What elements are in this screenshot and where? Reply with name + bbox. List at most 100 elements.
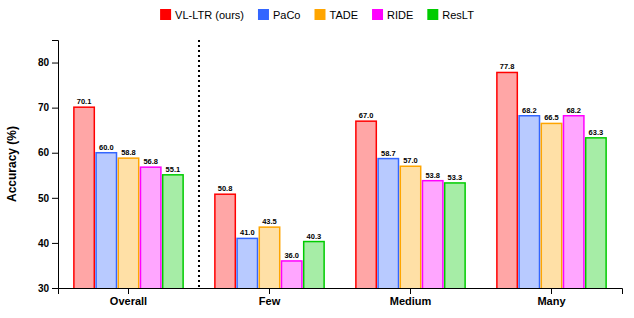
bar bbox=[140, 167, 160, 288]
data-label: 50.8 bbox=[218, 184, 233, 193]
data-label: 56.8 bbox=[143, 157, 158, 166]
x-tick: Many bbox=[537, 288, 566, 307]
legend-item: VL-LTR (ours) bbox=[160, 9, 244, 21]
bar bbox=[586, 138, 606, 288]
x-tick: Few bbox=[259, 288, 281, 307]
x-tick-label: Overall bbox=[110, 295, 147, 307]
y-tick-mark bbox=[52, 198, 58, 199]
legend-swatch bbox=[160, 9, 171, 20]
x-tick-label: Medium bbox=[390, 295, 432, 307]
data-label: 53.3 bbox=[448, 173, 463, 182]
bar bbox=[400, 166, 420, 288]
bar bbox=[96, 153, 116, 288]
y-tick: 50 bbox=[38, 193, 58, 204]
data-label: 36.0 bbox=[284, 251, 299, 260]
legend-item: PaCo bbox=[258, 9, 301, 21]
x-axis-line bbox=[59, 289, 623, 295]
bar bbox=[422, 181, 442, 288]
y-tick-mark bbox=[52, 108, 58, 109]
plot: 30 40 50 60 70 80 Overall Few Medium Many Accuracy… bbox=[5, 40, 623, 318]
y-tick-mark bbox=[52, 63, 58, 64]
y-axis: 30 40 50 60 70 80 bbox=[38, 41, 59, 294]
data-label: 43.5 bbox=[262, 217, 277, 226]
y-tick-label: 70 bbox=[38, 102, 50, 113]
bar-series bbox=[163, 138, 606, 288]
y-tick-label: 60 bbox=[38, 147, 50, 158]
y-tick-mark bbox=[52, 153, 58, 154]
bar bbox=[563, 116, 583, 288]
legend-item: RIDE bbox=[372, 9, 413, 21]
y-tick-label: 50 bbox=[38, 193, 50, 204]
bar bbox=[378, 159, 398, 288]
bar bbox=[237, 238, 257, 288]
legend-swatch bbox=[315, 9, 326, 20]
y-tick-label: 40 bbox=[38, 238, 50, 249]
bar-series bbox=[96, 116, 539, 288]
x-tick-mark bbox=[551, 288, 552, 294]
bar bbox=[519, 116, 539, 288]
y-tick: 70 bbox=[38, 102, 58, 113]
data-label: 58.8 bbox=[121, 148, 136, 157]
bar bbox=[215, 194, 235, 288]
y-tick: 40 bbox=[38, 238, 58, 249]
legend-item: TADE bbox=[315, 9, 359, 21]
data-label: 70.1 bbox=[77, 97, 92, 106]
data-label: 55.1 bbox=[166, 165, 181, 174]
legend-label: TADE bbox=[330, 9, 359, 21]
data-labels: 70.1 50.8 67.0 77.8 60.0 41.0 58.7 68.2 58.8 43.5… bbox=[77, 62, 603, 259]
chart: 30 40 50 60 70 80 Overall Few Medium Many Accuracy… bbox=[0, 0, 634, 318]
legend-label: ResLT bbox=[442, 9, 474, 21]
data-label: 66.5 bbox=[544, 113, 559, 122]
x-tick: Overall bbox=[110, 288, 147, 307]
y-axis-title: Accuracy (%) bbox=[5, 126, 19, 202]
data-label: 60.0 bbox=[99, 143, 114, 152]
bar bbox=[281, 261, 301, 288]
legend-label: RIDE bbox=[387, 9, 413, 21]
x-tick: Medium bbox=[390, 288, 432, 307]
y-tick: 30 bbox=[38, 283, 58, 294]
legend-label: VL-LTR (ours) bbox=[175, 9, 244, 21]
x-tick-label: Many bbox=[537, 295, 566, 307]
legend-label: PaCo bbox=[273, 9, 301, 21]
data-label: 41.0 bbox=[240, 228, 255, 237]
x-tick-mark bbox=[128, 288, 129, 294]
legend-item: ResLT bbox=[427, 9, 474, 21]
data-label: 57.0 bbox=[403, 156, 418, 165]
bar bbox=[304, 242, 324, 288]
bars bbox=[74, 72, 606, 288]
y-tick-mark bbox=[52, 288, 58, 289]
x-tick-label: Few bbox=[259, 295, 281, 307]
y-tick: 60 bbox=[38, 147, 58, 158]
bar bbox=[541, 123, 561, 288]
y-tick-mark bbox=[52, 243, 58, 244]
bar bbox=[497, 72, 517, 288]
bar bbox=[118, 158, 138, 288]
legend-swatch bbox=[427, 9, 438, 20]
legend-swatch bbox=[258, 9, 269, 20]
x-axis: Overall Few Medium Many bbox=[59, 288, 623, 307]
legend-swatch bbox=[372, 9, 383, 20]
data-label: 58.7 bbox=[381, 149, 396, 158]
legend: VL-LTR (ours) PaCo TADE RIDE ResLT bbox=[160, 9, 474, 21]
data-label: 40.3 bbox=[307, 232, 322, 241]
bar-series bbox=[74, 72, 517, 288]
y-axis-line bbox=[52, 41, 59, 289]
bar bbox=[163, 175, 183, 288]
bar bbox=[356, 121, 376, 288]
y-tick-label: 30 bbox=[38, 283, 50, 294]
data-label: 53.8 bbox=[425, 171, 440, 180]
data-label: 63.3 bbox=[589, 128, 604, 137]
group-separator bbox=[198, 40, 200, 288]
y-tick: 80 bbox=[38, 57, 58, 68]
bar bbox=[74, 107, 94, 288]
x-tick-mark bbox=[269, 288, 270, 294]
bar-series bbox=[140, 116, 583, 288]
bar bbox=[445, 183, 465, 288]
x-tick-mark bbox=[410, 288, 411, 294]
y-tick-label: 80 bbox=[38, 57, 50, 68]
data-label: 67.0 bbox=[359, 111, 374, 120]
bar bbox=[259, 227, 279, 288]
data-label: 68.2 bbox=[522, 106, 537, 115]
data-label: 77.8 bbox=[500, 62, 515, 71]
data-label: 68.2 bbox=[566, 106, 581, 115]
